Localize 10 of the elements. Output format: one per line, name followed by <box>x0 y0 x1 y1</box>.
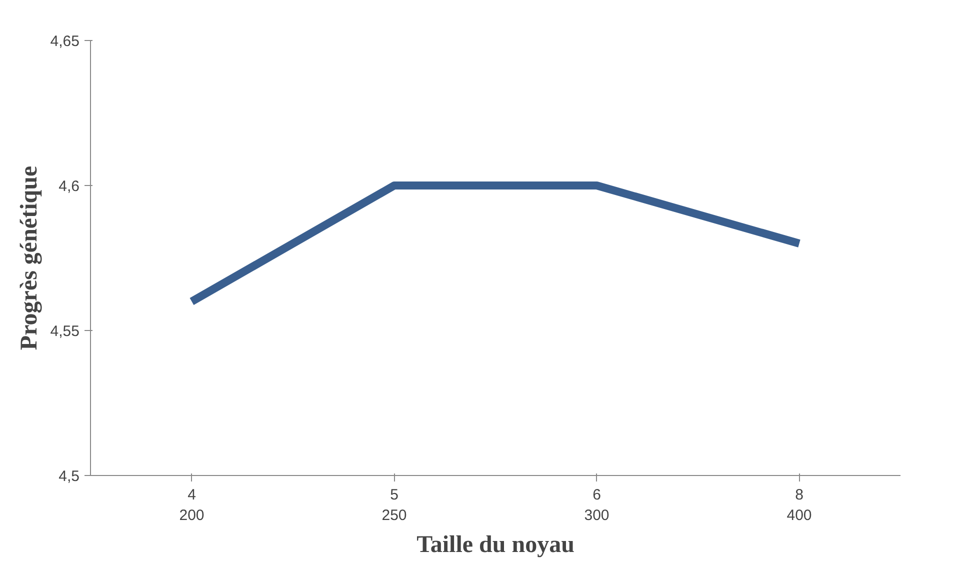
x-tick-label: 5 250 <box>382 486 407 524</box>
y-tick-label: 4,65 <box>50 33 80 50</box>
y-tick-label: 4,6 <box>58 178 80 195</box>
y-tick-label: 4,55 <box>50 323 80 340</box>
x-tick-label: 4 200 <box>179 486 204 524</box>
y-tick-label: 4,5 <box>58 468 80 485</box>
x-tick-label: 6 300 <box>584 486 610 524</box>
y-axis-title: Progrès génétique <box>16 166 42 350</box>
x-axis-title: Taille du noyau <box>416 532 574 558</box>
x-tick-label: 8 400 <box>786 486 812 524</box>
